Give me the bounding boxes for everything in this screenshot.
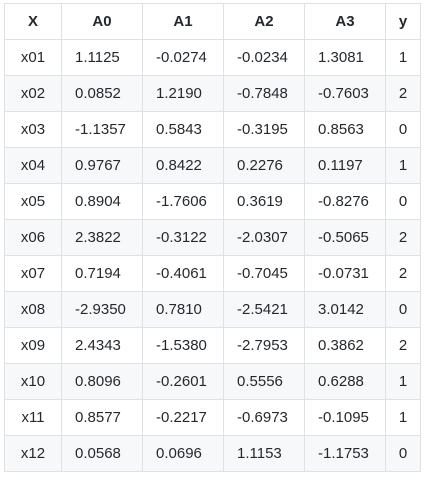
value-cell: 0.0568 — [61, 435, 143, 472]
label-cell: 2 — [385, 219, 421, 256]
table-row: x02 0.0852 1.2190 -0.7848 -0.7603 2 — [4, 75, 421, 112]
label-cell: 0 — [385, 291, 421, 328]
value-cell: 0.5843 — [142, 111, 224, 148]
value-cell: -2.5421 — [223, 291, 305, 328]
table-row: x12 0.0568 0.0696 1.1153 -1.1753 0 — [4, 435, 421, 472]
label-cell: 2 — [385, 255, 421, 292]
table-row: x08 -2.9350 0.7810 -2.5421 3.0142 0 — [4, 291, 421, 328]
column-header-a3: A3 — [304, 3, 386, 40]
value-cell: 1.3081 — [304, 39, 386, 76]
value-cell: -0.4061 — [142, 255, 224, 292]
label-cell: 2 — [385, 327, 421, 364]
value-cell: -0.2217 — [142, 399, 224, 436]
value-cell: 0.9767 — [61, 147, 143, 184]
table-row: x07 0.7194 -0.4061 -0.7045 -0.0731 2 — [4, 255, 421, 292]
table-row: x01 1.1125 -0.0274 -0.0234 1.3081 1 — [4, 39, 421, 76]
column-header-a0: A0 — [61, 3, 143, 40]
table-row: x11 0.8577 -0.2217 -0.6973 -0.1095 1 — [4, 399, 421, 436]
label-cell: 2 — [385, 75, 421, 112]
value-cell: 0.0852 — [61, 75, 143, 112]
value-cell: -0.0731 — [304, 255, 386, 292]
value-cell: -0.1095 — [304, 399, 386, 436]
row-id-cell: x06 — [4, 219, 62, 256]
table-header: X A0 A1 A2 A3 y — [4, 3, 421, 40]
value-cell: 1.1125 — [61, 39, 143, 76]
row-id-cell: x03 — [4, 111, 62, 148]
table-row: x05 0.8904 -1.7606 0.3619 -0.8276 0 — [4, 183, 421, 220]
label-cell: 1 — [385, 399, 421, 436]
value-cell: 0.2276 — [223, 147, 305, 184]
value-cell: -0.0274 — [142, 39, 224, 76]
value-cell: -2.9350 — [61, 291, 143, 328]
data-table-container: X A0 A1 A2 A3 y x01 1.1125 -0.0274 -0.0234 1.3081… — [4, 3, 421, 472]
column-header-y: y — [385, 3, 421, 40]
value-cell: 0.6288 — [304, 363, 386, 400]
value-cell: -0.3122 — [142, 219, 224, 256]
value-cell: 0.8563 — [304, 111, 386, 148]
value-cell: 2.3822 — [61, 219, 143, 256]
value-cell: 3.0142 — [304, 291, 386, 328]
value-cell: -1.1357 — [61, 111, 143, 148]
value-cell: -0.5065 — [304, 219, 386, 256]
row-id-cell: x07 — [4, 255, 62, 292]
column-header-x: X — [4, 3, 62, 40]
value-cell: -0.7603 — [304, 75, 386, 112]
header-row: X A0 A1 A2 A3 y — [4, 3, 421, 40]
value-cell: -1.7606 — [142, 183, 224, 220]
value-cell: 0.8904 — [61, 183, 143, 220]
value-cell: 0.1197 — [304, 147, 386, 184]
value-cell: -0.8276 — [304, 183, 386, 220]
row-id-cell: x09 — [4, 327, 62, 364]
row-id-cell: x10 — [4, 363, 62, 400]
column-header-a2: A2 — [223, 3, 305, 40]
row-id-cell: x11 — [4, 399, 62, 436]
value-cell: -2.0307 — [223, 219, 305, 256]
table-row: x03 -1.1357 0.5843 -0.3195 0.8563 0 — [4, 111, 421, 148]
table-row: x09 2.4343 -1.5380 -2.7953 0.3862 2 — [4, 327, 421, 364]
row-id-cell: x05 — [4, 183, 62, 220]
value-cell: 2.4343 — [61, 327, 143, 364]
value-cell: -0.7045 — [223, 255, 305, 292]
value-cell: 0.8422 — [142, 147, 224, 184]
row-id-cell: x12 — [4, 435, 62, 472]
label-cell: 0 — [385, 111, 421, 148]
label-cell: 1 — [385, 147, 421, 184]
value-cell: -0.0234 — [223, 39, 305, 76]
value-cell: -1.5380 — [142, 327, 224, 364]
row-id-cell: x04 — [4, 147, 62, 184]
value-cell: 0.3862 — [304, 327, 386, 364]
value-cell: -2.7953 — [223, 327, 305, 364]
value-cell: 0.8577 — [61, 399, 143, 436]
table-row: x10 0.8096 -0.2601 0.5556 0.6288 1 — [4, 363, 421, 400]
value-cell: -0.7848 — [223, 75, 305, 112]
value-cell: -0.6973 — [223, 399, 305, 436]
value-cell: 1.1153 — [223, 435, 305, 472]
label-cell: 0 — [385, 435, 421, 472]
value-cell: 0.7810 — [142, 291, 224, 328]
value-cell: -0.2601 — [142, 363, 224, 400]
column-header-a1: A1 — [142, 3, 224, 40]
label-cell: 1 — [385, 39, 421, 76]
value-cell: 0.7194 — [61, 255, 143, 292]
data-table: X A0 A1 A2 A3 y x01 1.1125 -0.0274 -0.0234 1.3081… — [4, 3, 421, 472]
table-row: x06 2.3822 -0.3122 -2.0307 -0.5065 2 — [4, 219, 421, 256]
value-cell: 0.0696 — [142, 435, 224, 472]
value-cell: 0.3619 — [223, 183, 305, 220]
value-cell: -1.1753 — [304, 435, 386, 472]
value-cell: 1.2190 — [142, 75, 224, 112]
row-id-cell: x08 — [4, 291, 62, 328]
row-id-cell: x01 — [4, 39, 62, 76]
value-cell: 0.5556 — [223, 363, 305, 400]
label-cell: 1 — [385, 363, 421, 400]
value-cell: 0.8096 — [61, 363, 143, 400]
table-row: x04 0.9767 0.8422 0.2276 0.1197 1 — [4, 147, 421, 184]
row-id-cell: x02 — [4, 75, 62, 112]
label-cell: 0 — [385, 183, 421, 220]
value-cell: -0.3195 — [223, 111, 305, 148]
table-body: x01 1.1125 -0.0274 -0.0234 1.3081 1 x02 0.0852 1… — [4, 39, 421, 472]
